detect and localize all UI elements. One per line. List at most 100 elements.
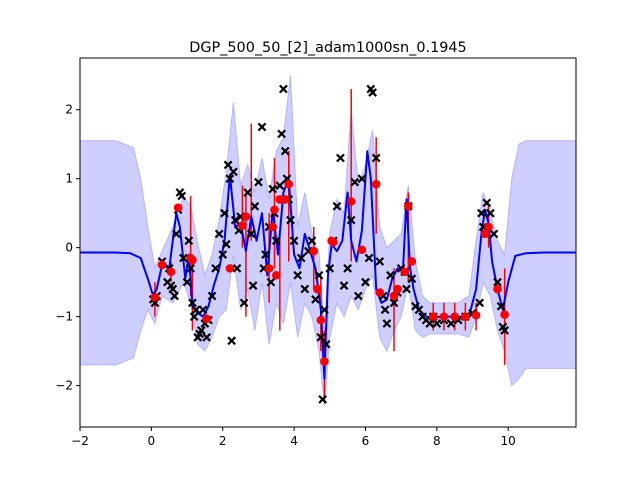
observation-point <box>170 291 179 301</box>
y-tick-label: 1 <box>65 172 73 186</box>
observation-point <box>254 177 263 187</box>
chart-title: DGP_500_50_[2]_adam1000sn_0.1945 <box>189 40 466 56</box>
observation-point <box>214 229 224 239</box>
observation-point <box>318 395 328 404</box>
observation-point <box>232 263 242 273</box>
prediction-point <box>225 264 235 273</box>
observation-point <box>279 84 288 94</box>
prediction-point <box>389 291 399 301</box>
prediction-point <box>400 267 410 277</box>
observation-point <box>211 263 220 273</box>
y-tick-label: −1 <box>55 310 73 324</box>
observation-point <box>277 129 286 139</box>
observation-point <box>271 236 281 246</box>
observation-point <box>336 153 345 163</box>
observation-point <box>218 250 228 259</box>
observation-point <box>482 198 492 208</box>
prediction-point <box>493 284 502 294</box>
prediction-point <box>428 312 438 321</box>
observation-point <box>300 284 310 294</box>
observation-point <box>493 277 502 287</box>
observation-point <box>286 215 295 225</box>
observation-point <box>184 236 194 246</box>
observation-point <box>325 263 335 273</box>
observation-point <box>425 319 435 328</box>
prediction-point <box>471 310 481 320</box>
prediction-point <box>450 312 459 321</box>
prediction-point <box>393 284 402 294</box>
observation-point <box>364 253 374 263</box>
observation-point <box>207 291 217 301</box>
observation-point <box>289 236 299 246</box>
observation-point <box>485 208 495 218</box>
prediction-point <box>241 212 251 221</box>
prediction-point <box>320 357 329 366</box>
prediction-point <box>309 246 319 256</box>
prediction-point <box>264 264 274 273</box>
observation-point <box>320 305 329 315</box>
observation-point <box>357 174 367 184</box>
observation-point <box>268 184 278 194</box>
x-tick-label: 6 <box>362 434 370 448</box>
observation-point <box>402 284 411 294</box>
observation-point <box>432 319 442 328</box>
observation-point <box>266 277 276 287</box>
observation-point <box>346 215 356 225</box>
observation-point <box>179 253 188 263</box>
prediction-point <box>150 293 160 302</box>
observation-point <box>489 229 499 239</box>
observation-point <box>191 305 201 315</box>
observation-point <box>198 305 208 315</box>
prediction-point <box>284 179 294 189</box>
observation-point <box>248 281 258 290</box>
prediction-point <box>270 205 279 215</box>
prediction-point <box>375 288 385 297</box>
plot-area <box>80 75 576 407</box>
observation-point <box>389 298 399 308</box>
observation-point <box>316 332 326 342</box>
observation-point <box>182 277 192 287</box>
observation-point <box>296 253 306 263</box>
prediction-point <box>346 197 356 206</box>
prediction-point <box>480 229 490 239</box>
observation-point <box>202 332 212 342</box>
observation-point <box>293 270 303 280</box>
observation-point <box>239 298 249 308</box>
y-tick-label: 2 <box>65 103 73 117</box>
observation-point <box>243 188 253 197</box>
prediction-point <box>188 255 197 265</box>
prediction-point <box>357 245 367 255</box>
y-tick-label: 0 <box>65 241 73 255</box>
observation-point <box>321 339 331 349</box>
observation-point <box>250 201 260 211</box>
prediction-point <box>312 284 322 294</box>
observation-point <box>371 153 381 163</box>
x-tick-label: 8 <box>433 434 441 448</box>
prediction-point <box>439 312 449 321</box>
prediction-point <box>484 222 493 232</box>
observation-point <box>477 208 486 218</box>
observation-point <box>311 295 320 304</box>
observation-point <box>496 301 506 311</box>
prediction-point <box>403 201 413 211</box>
prediction-point <box>268 222 277 232</box>
prediction-point <box>280 195 290 204</box>
observation-point <box>332 201 342 211</box>
observation-point <box>446 319 456 328</box>
x-tick-label: 10 <box>501 434 516 448</box>
prediction-point <box>173 203 183 212</box>
observation-point <box>339 281 349 290</box>
observation-point <box>314 270 324 280</box>
observation-point <box>230 215 240 225</box>
observation-point <box>188 298 197 308</box>
plot-frame <box>79 57 577 428</box>
observation-point <box>246 229 256 239</box>
observation-point <box>220 208 229 218</box>
prediction-point <box>329 237 338 247</box>
prediction-point <box>202 314 211 324</box>
prediction-point <box>238 221 247 230</box>
observation-point <box>189 312 199 322</box>
observation-point <box>223 160 233 170</box>
observation-point <box>382 319 392 328</box>
